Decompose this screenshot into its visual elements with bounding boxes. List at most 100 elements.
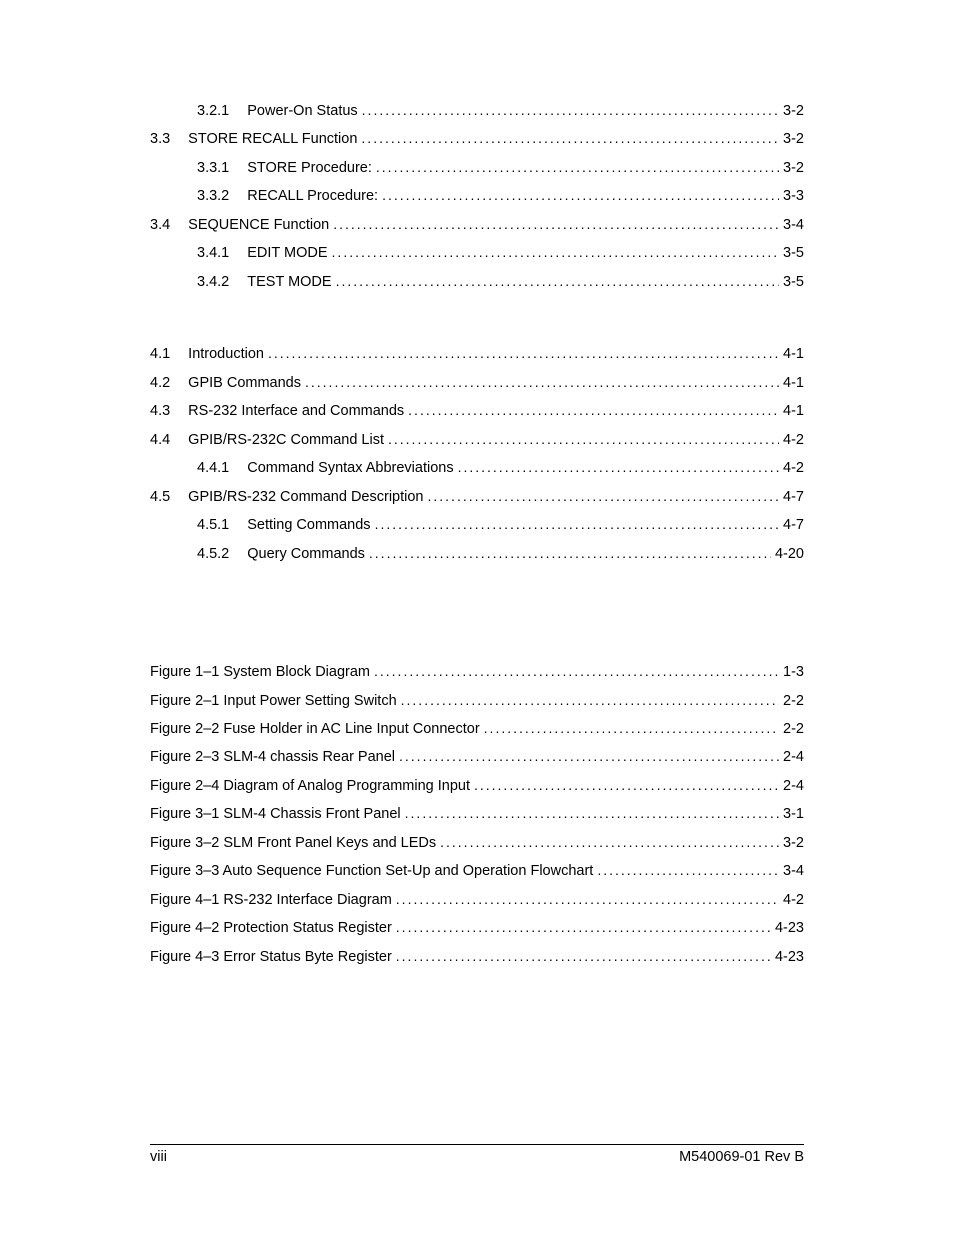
figure-leader (396, 946, 771, 968)
toc-number: 3.4 (150, 214, 188, 236)
figure-page: 1-3 (779, 661, 804, 683)
figure-leader (396, 889, 779, 911)
figure-entry: Figure 2–3 SLM-4 chassis Rear Panel 2-4 (150, 746, 804, 768)
toc-title: GPIB/RS-232C Command List (188, 429, 388, 451)
figure-entry: Figure 3–2 SLM Front Panel Keys and LEDs… (150, 832, 804, 854)
toc-title: EDIT MODE (247, 242, 331, 264)
toc-leader (305, 372, 779, 394)
toc-leader (376, 157, 779, 179)
figure-entry: Figure 4–3 Error Status Byte Register 4-… (150, 946, 804, 968)
figure-page: 2-4 (779, 746, 804, 768)
figure-entry: Figure 3–3 Auto Sequence Function Set-Up… (150, 860, 804, 882)
toc-title: SEQUENCE Function (188, 214, 333, 236)
figure-leader (597, 860, 779, 882)
toc-leader (458, 457, 779, 479)
toc-title: RECALL Procedure: (247, 185, 382, 207)
toc-leader (333, 214, 779, 236)
toc-title: TEST MODE (247, 271, 335, 293)
page-number: viii (150, 1149, 167, 1165)
figure-title: Figure 2–4 Diagram of Analog Programming… (150, 775, 474, 797)
toc-page: 4-1 (779, 400, 804, 422)
toc-entry: 3.4SEQUENCE Function 3-4 (150, 214, 804, 236)
figures-gap (150, 571, 804, 661)
toc-entry: 4.5.2Query Commands 4-20 (150, 543, 804, 565)
toc-page: 4-2 (779, 429, 804, 451)
toc-entry: 3.2.1Power-On Status 3-2 (150, 100, 804, 122)
toc-number: 4.5.1 (197, 514, 247, 536)
figure-title: Figure 4–1 RS-232 Interface Diagram (150, 889, 396, 911)
toc-entry: 4.4GPIB/RS-232C Command List 4-2 (150, 429, 804, 451)
figure-title: Figure 2–1 Input Power Setting Switch (150, 690, 401, 712)
toc-title: GPIB/RS-232 Command Description (188, 486, 427, 508)
toc-title: Power-On Status (247, 100, 361, 122)
toc-entry: 4.5GPIB/RS-232 Command Description 4-7 (150, 486, 804, 508)
figure-title: Figure 2–3 SLM-4 chassis Rear Panel (150, 746, 399, 768)
toc-leader (428, 486, 780, 508)
figure-page: 3-1 (779, 803, 804, 825)
toc-number: 4.4 (150, 429, 188, 451)
toc-leader (362, 100, 779, 122)
toc-page: 4-1 (779, 372, 804, 394)
figure-entry: Figure 2–1 Input Power Setting Switch 2-… (150, 690, 804, 712)
figure-entry: Figure 3–1 SLM-4 Chassis Front Panel 3-1 (150, 803, 804, 825)
figure-page: 2-2 (779, 718, 804, 740)
toc-page: 4-7 (779, 514, 804, 536)
toc-entry: 3.4.2TEST MODE 3-5 (150, 271, 804, 293)
toc-number: 3.4.1 (197, 242, 247, 264)
toc-entry: 4.3RS-232 Interface and Commands 4-1 (150, 400, 804, 422)
footer-line: viii M540069-01 Rev B (150, 1149, 804, 1165)
toc-page: 3-5 (779, 242, 804, 264)
toc-number: 4.3 (150, 400, 188, 422)
figure-entry: Figure 2–2 Fuse Holder in AC Line Input … (150, 718, 804, 740)
toc-page: 4-2 (779, 457, 804, 479)
toc-number: 3.2.1 (197, 100, 247, 122)
toc-page: 3-3 (779, 185, 804, 207)
toc-leader (408, 400, 779, 422)
figure-page: 2-2 (779, 690, 804, 712)
toc-page: 3-5 (779, 271, 804, 293)
figure-title: Figure 1–1 System Block Diagram (150, 661, 374, 683)
toc-title: RS-232 Interface and Commands (188, 400, 408, 422)
toc-title: Query Commands (247, 543, 369, 565)
toc-entry: 3.3.1STORE Procedure: 3-2 (150, 157, 804, 179)
toc-section-4: 4.1Introduction 4-14.2GPIB Commands 4-14… (150, 343, 804, 565)
figure-title: Figure 2–2 Fuse Holder in AC Line Input … (150, 718, 484, 740)
toc-leader (369, 543, 771, 565)
toc-page: 3-2 (779, 157, 804, 179)
toc-leader (268, 343, 779, 365)
figure-leader (396, 917, 771, 939)
toc-page: 3-4 (779, 214, 804, 236)
figure-page: 2-4 (779, 775, 804, 797)
toc-leader (388, 429, 779, 451)
figure-leader (440, 832, 779, 854)
figure-title: Figure 3–1 SLM-4 Chassis Front Panel (150, 803, 405, 825)
toc-title: Command Syntax Abbreviations (247, 457, 457, 479)
figure-page: 4-2 (779, 889, 804, 911)
footer-rule (150, 1144, 804, 1145)
figure-page: 4-23 (771, 917, 804, 939)
toc-entry: 4.4.1Command Syntax Abbreviations 4-2 (150, 457, 804, 479)
figure-leader (405, 803, 779, 825)
toc-leader (332, 242, 779, 264)
toc-page: 4-20 (771, 543, 804, 565)
toc-number: 4.2 (150, 372, 188, 394)
toc-leader (336, 271, 779, 293)
toc-entry: 4.5.1Setting Commands 4-7 (150, 514, 804, 536)
page: 3.2.1Power-On Status 3-2 3.3STORE RECALL … (0, 0, 954, 1235)
figure-page: 4-23 (771, 946, 804, 968)
doc-revision: M540069-01 Rev B (679, 1149, 804, 1165)
toc-entry: 3.3STORE RECALL Function 3-2 (150, 128, 804, 150)
list-of-figures: Figure 1–1 System Block Diagram 1-3 Figur… (150, 661, 804, 968)
figure-title: Figure 4–3 Error Status Byte Register (150, 946, 396, 968)
figure-page: 3-2 (779, 832, 804, 854)
toc-title: STORE Procedure: (247, 157, 376, 179)
toc-number: 3.4.2 (197, 271, 247, 293)
figure-leader (474, 775, 779, 797)
figure-entry: Figure 4–2 Protection Status Register 4-… (150, 917, 804, 939)
toc-number: 3.3.1 (197, 157, 247, 179)
toc-entry: 3.3.2RECALL Procedure: 3-3 (150, 185, 804, 207)
figure-title: Figure 3–2 SLM Front Panel Keys and LEDs (150, 832, 440, 854)
toc-page: 4-7 (779, 486, 804, 508)
toc-title: GPIB Commands (188, 372, 305, 394)
section-gap (150, 299, 804, 343)
